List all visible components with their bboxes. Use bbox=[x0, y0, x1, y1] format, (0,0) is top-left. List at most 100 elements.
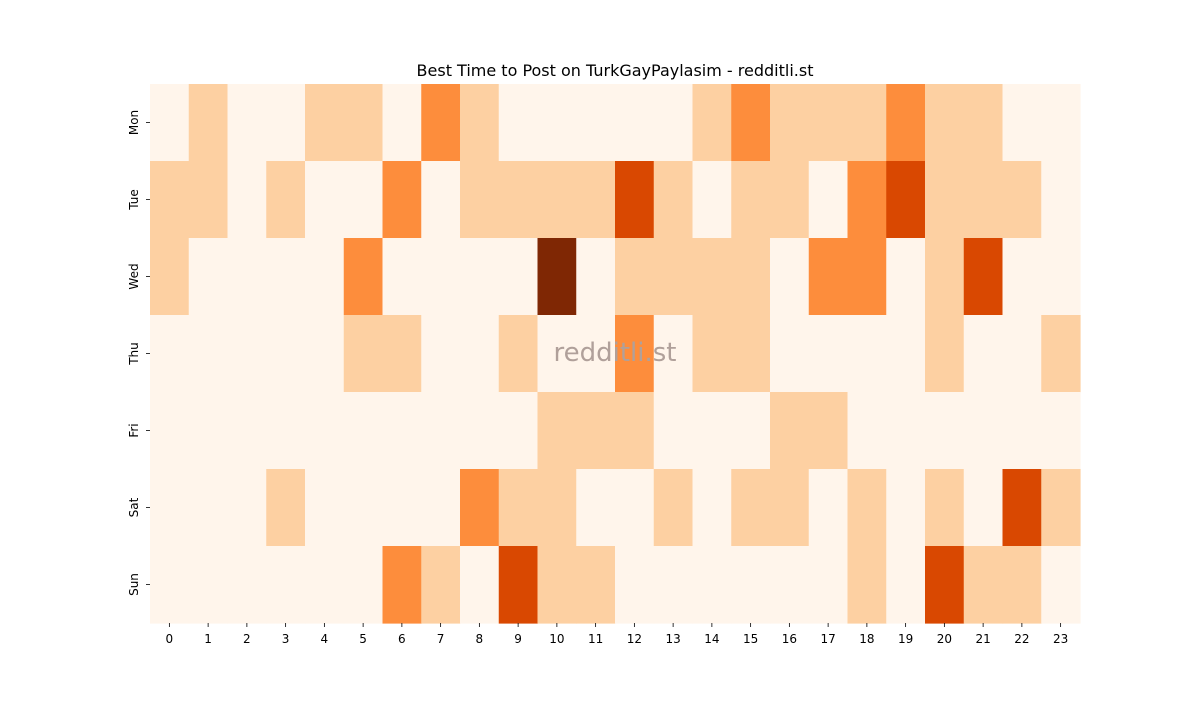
x-tick-label: 0 bbox=[166, 632, 174, 646]
heatmap-cell-sat-7 bbox=[421, 469, 461, 547]
heatmap-cell-sun-9 bbox=[498, 546, 539, 624]
heatmap-cell-sun-8 bbox=[460, 546, 500, 624]
heatmap-cell-sun-5 bbox=[343, 546, 384, 624]
heatmap-cell-fri-0 bbox=[150, 392, 190, 470]
heatmap-cell-sat-17 bbox=[808, 469, 849, 547]
heatmap-cell-wed-2 bbox=[227, 238, 267, 316]
heatmap-cell-sun-16 bbox=[770, 546, 810, 624]
heatmap-cell-tue-6 bbox=[382, 161, 422, 239]
heatmap-cell-tue-23 bbox=[1041, 161, 1081, 239]
heatmap-cell-sun-10 bbox=[537, 546, 577, 624]
heatmap-cell-mon-15 bbox=[731, 84, 771, 162]
heatmap-cell-wed-13 bbox=[653, 238, 694, 316]
x-tick-label: 5 bbox=[359, 632, 367, 646]
heatmap-cell-thu-12 bbox=[615, 315, 655, 393]
heatmap-cell-tue-18 bbox=[847, 161, 887, 239]
x-tick-label: 20 bbox=[937, 632, 952, 646]
heatmap-cell-sat-5 bbox=[343, 469, 384, 547]
heatmap-cell-fri-23 bbox=[1041, 392, 1081, 470]
heatmap-cell-fri-2 bbox=[227, 392, 267, 470]
y-tick-label: Wed bbox=[127, 263, 141, 289]
y-tick-label: Sat bbox=[127, 497, 141, 517]
heatmap-cell-thu-7 bbox=[421, 315, 461, 393]
heatmap-cell-thu-9 bbox=[498, 315, 539, 393]
heatmap-cell-mon-6 bbox=[382, 84, 422, 162]
heatmap-cell-mon-10 bbox=[537, 84, 577, 162]
heatmap-cell-thu-0 bbox=[150, 315, 190, 393]
heatmap-cell-fri-3 bbox=[266, 392, 306, 470]
heatmap-cell-wed-15 bbox=[731, 238, 771, 316]
x-tick-label: 2 bbox=[243, 632, 251, 646]
x-tick-label: 12 bbox=[627, 632, 642, 646]
heatmap-cell-sun-19 bbox=[886, 546, 926, 624]
x-tick-label: 14 bbox=[704, 632, 719, 646]
heatmap-cell-fri-13 bbox=[653, 392, 694, 470]
x-tick-label: 19 bbox=[898, 632, 913, 646]
heatmap-cell-sat-12 bbox=[615, 469, 655, 547]
heatmap-cell-sat-16 bbox=[770, 469, 810, 547]
heatmap-cell-fri-19 bbox=[886, 392, 926, 470]
heatmap-cell-fri-21 bbox=[963, 392, 1004, 470]
heatmap-cell-tue-9 bbox=[498, 161, 539, 239]
heatmap-cell-wed-1 bbox=[188, 238, 229, 316]
heatmap-cell-thu-18 bbox=[847, 315, 887, 393]
heatmap-cell-thu-17 bbox=[808, 315, 849, 393]
x-tick-label: 9 bbox=[514, 632, 522, 646]
heatmap-cell-tue-0 bbox=[150, 161, 190, 239]
chart-title: Best Time to Post on TurkGayPaylasim - r… bbox=[417, 61, 814, 80]
heatmap-cell-sat-4 bbox=[305, 469, 345, 547]
heatmap-cell-mon-16 bbox=[770, 84, 810, 162]
y-tick-label: Mon bbox=[127, 110, 141, 135]
heatmap-cell-sun-15 bbox=[731, 546, 771, 624]
heatmap-cell-wed-22 bbox=[1002, 238, 1042, 316]
heatmap-cell-tue-16 bbox=[770, 161, 810, 239]
heatmap-cell-fri-15 bbox=[731, 392, 771, 470]
heatmap-cell-sun-13 bbox=[653, 546, 694, 624]
heatmap-cell-tue-8 bbox=[460, 161, 500, 239]
heatmap-cell-fri-22 bbox=[1002, 392, 1042, 470]
heatmap-cell-sun-18 bbox=[847, 546, 887, 624]
heatmap-cell-wed-3 bbox=[266, 238, 306, 316]
heatmap-cell-sat-21 bbox=[963, 469, 1004, 547]
heatmap-cell-sat-3 bbox=[266, 469, 306, 547]
heatmap-cell-wed-0 bbox=[150, 238, 190, 316]
heatmap-cells bbox=[150, 84, 1081, 624]
y-tick-label: Sun bbox=[127, 573, 141, 596]
heatmap-cell-wed-10 bbox=[537, 238, 577, 316]
heatmap-cell-tue-22 bbox=[1002, 161, 1042, 239]
heatmap-cell-fri-17 bbox=[808, 392, 849, 470]
heatmap-cell-sat-19 bbox=[886, 469, 926, 547]
heatmap-cell-thu-11 bbox=[576, 315, 616, 393]
heatmap-cell-thu-1 bbox=[188, 315, 229, 393]
heatmap-cell-mon-19 bbox=[886, 84, 926, 162]
heatmap-cell-thu-23 bbox=[1041, 315, 1081, 393]
heatmap-cell-sat-0 bbox=[150, 469, 190, 547]
heatmap-cell-tue-11 bbox=[576, 161, 616, 239]
x-tick-label: 11 bbox=[588, 632, 603, 646]
heatmap-cell-wed-21 bbox=[963, 238, 1004, 316]
heatmap-cell-fri-18 bbox=[847, 392, 887, 470]
heatmap-cell-sun-14 bbox=[692, 546, 732, 624]
heatmap-cell-sat-8 bbox=[460, 469, 500, 547]
heatmap-cell-sun-2 bbox=[227, 546, 267, 624]
heatmap-cell-tue-14 bbox=[692, 161, 732, 239]
heatmap-cell-mon-2 bbox=[227, 84, 267, 162]
heatmap-cell-mon-18 bbox=[847, 84, 887, 162]
heatmap-cell-thu-19 bbox=[886, 315, 926, 393]
heatmap-cell-mon-3 bbox=[266, 84, 306, 162]
heatmap-cell-fri-5 bbox=[343, 392, 384, 470]
x-tick-label: 4 bbox=[321, 632, 329, 646]
heatmap-cell-thu-4 bbox=[305, 315, 345, 393]
heatmap-cell-wed-9 bbox=[498, 238, 539, 316]
heatmap-cell-thu-6 bbox=[382, 315, 422, 393]
heatmap-cell-sun-6 bbox=[382, 546, 422, 624]
heatmap-cell-fri-14 bbox=[692, 392, 732, 470]
heatmap-cell-fri-6 bbox=[382, 392, 422, 470]
heatmap-cell-sun-0 bbox=[150, 546, 190, 624]
heatmap-cell-sat-13 bbox=[653, 469, 694, 547]
heatmap-cell-mon-12 bbox=[615, 84, 655, 162]
heatmap-cell-sun-17 bbox=[808, 546, 849, 624]
watermark-text: redditli.st bbox=[554, 338, 677, 368]
heatmap-cell-tue-19 bbox=[886, 161, 926, 239]
